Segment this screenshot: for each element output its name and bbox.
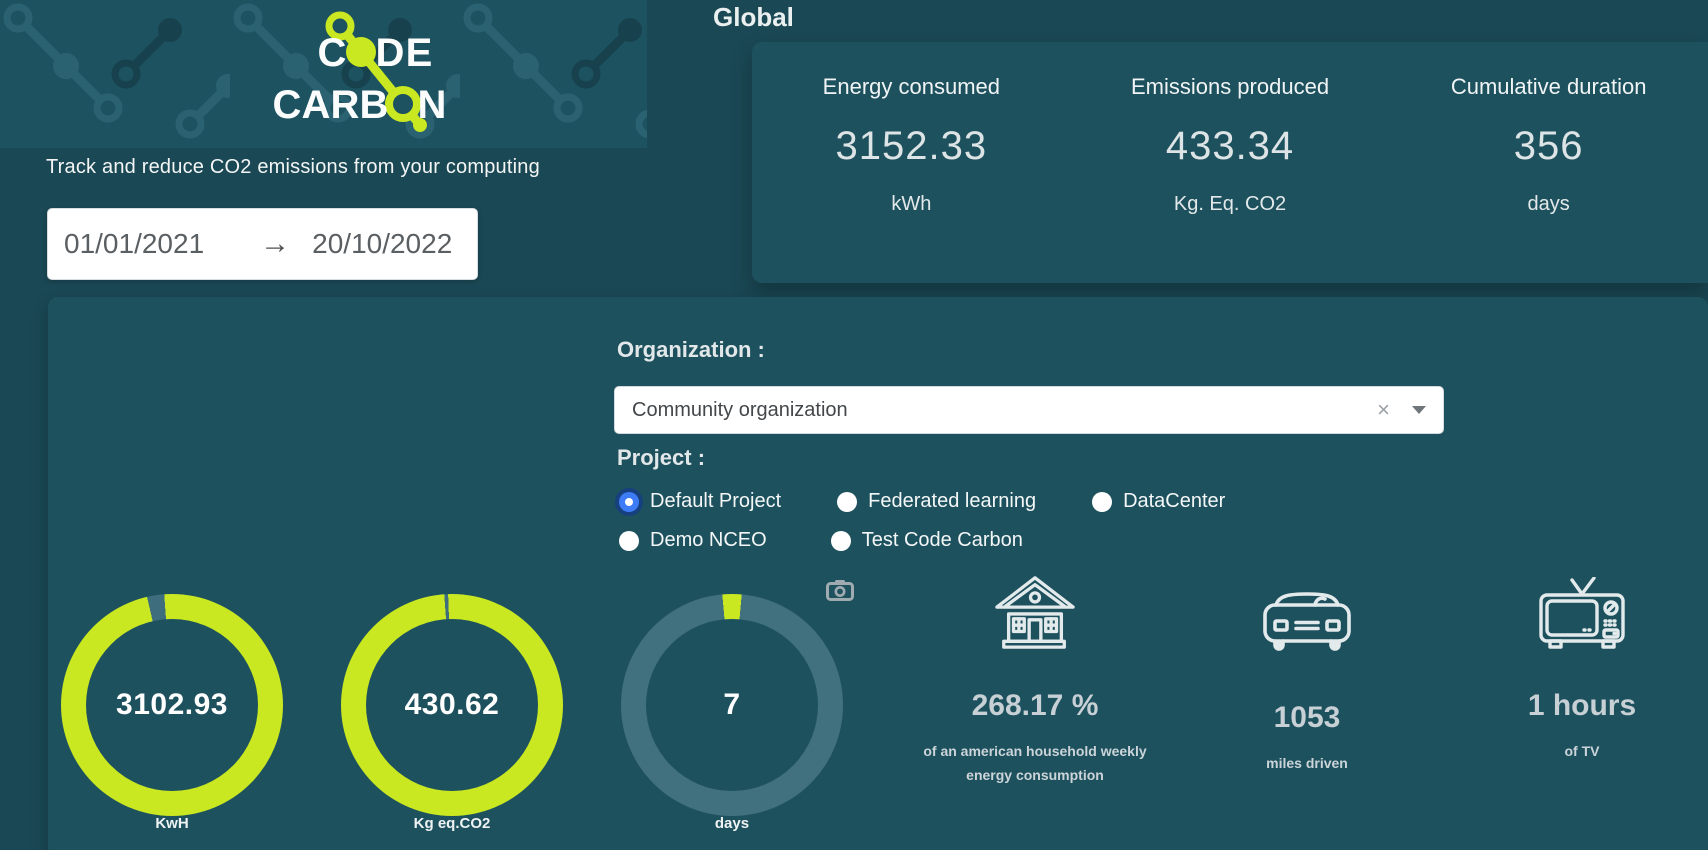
radio-button[interactable] <box>830 530 851 551</box>
global-metrics-card: Energy consumed 3152.33 kWh Emissions pr… <box>752 42 1708 283</box>
donut-gauge-duration: 7 <box>621 594 843 816</box>
radio-button[interactable] <box>619 530 639 551</box>
gauge-value: 3102.93 <box>116 688 228 721</box>
global-section-title: Global <box>713 2 794 32</box>
equivalent-value: 1053 <box>1273 701 1341 734</box>
molecule-pattern-banner <box>0 0 647 148</box>
organization-selected-value: Community organization <box>632 398 848 421</box>
end-date-input[interactable]: 20/10/2022 <box>312 228 453 259</box>
radio-label: DataCenter <box>1123 490 1226 512</box>
radio-datacenter[interactable]: DataCenter <box>1092 490 1225 513</box>
radio-federated-learning[interactable]: Federated learning <box>837 490 1036 513</box>
radio-label: Test Code Carbon <box>861 529 1023 551</box>
equivalent-caption: of an american household weekly energy c… <box>923 743 1147 783</box>
camera-icon[interactable] <box>826 579 854 601</box>
logo-molecule-end-dot <box>413 118 427 132</box>
metric-energy-consumed: Energy consumed 3152.33 kWh <box>752 74 1071 283</box>
donut-gauge-energy: 3102.93 <box>61 594 283 816</box>
metric-label: Energy consumed <box>822 74 1000 99</box>
codecarbon-logo: C DE CARB N <box>273 11 447 132</box>
chevron-down-icon[interactable] <box>1412 406 1426 414</box>
logo-molecule-ring <box>385 86 421 122</box>
radio-test-code-carbon[interactable]: Test Code Carbon <box>830 529 1023 552</box>
radio-demo-nceo[interactable]: Demo NCEO <box>619 529 767 552</box>
radio-label: Default Project <box>650 490 782 512</box>
radio-button[interactable] <box>619 491 639 512</box>
metric-emissions-produced: Emissions produced 433.34 Kg. Eq. CO2 <box>1071 74 1390 283</box>
start-date-input[interactable]: 01/01/2021 <box>64 228 205 259</box>
metric-unit: days <box>1527 193 1570 215</box>
equivalent-value: 268.17 % <box>971 689 1099 722</box>
gauge-value: 430.62 <box>404 688 500 721</box>
equivalent-miles: 1053 miles driven <box>1157 573 1457 775</box>
metric-value: 433.34 <box>1165 124 1295 168</box>
radio-label: Federated learning <box>868 490 1037 512</box>
organization-label: Organization : <box>617 337 765 362</box>
project-label: Project : <box>617 445 706 470</box>
radio-button[interactable] <box>1092 491 1113 512</box>
radio-default-project[interactable]: Default Project <box>619 490 781 513</box>
metric-cumulative-duration: Cumulative duration 356 days <box>1389 74 1708 283</box>
logo-text: C <box>318 31 347 75</box>
house-icon <box>885 573 1185 653</box>
project-radio-row-2: Demo NCEO Test Code Carbon <box>619 529 1023 552</box>
gauge-value: 7 <box>723 688 741 721</box>
metric-label: Emissions produced <box>1130 74 1330 99</box>
project-panel: Organization : Community organization × … <box>48 297 1708 850</box>
logo-molecule-top-ring <box>325 11 355 41</box>
metric-value: 3152.33 <box>835 124 988 168</box>
project-radio-row-1: Default Project Federated learning DataC… <box>619 490 1225 513</box>
organization-select[interactable]: Community organization × <box>614 386 1444 434</box>
date-range-arrow-icon: → <box>260 227 291 260</box>
gauge-unit-label: Kg eq.CO2 <box>413 815 491 832</box>
radio-button[interactable] <box>837 491 858 512</box>
metric-value: 356 <box>1513 124 1584 168</box>
equivalent-caption: of TV <box>1564 743 1600 759</box>
date-range-picker[interactable]: 01/01/2021 → 20/10/2022 <box>47 208 478 280</box>
clear-selection-icon[interactable]: × <box>1377 397 1390 422</box>
donut-gauge-emissions: 430.62 <box>341 594 563 816</box>
logo-text: N <box>418 83 447 127</box>
gauge-unit-label: KwH <box>155 815 189 832</box>
gauge-unit-label: days <box>714 815 750 832</box>
metric-unit: kWh <box>891 193 932 215</box>
logo-text: DE <box>376 31 433 75</box>
radio-label: Demo NCEO <box>650 529 767 551</box>
logo-molecule-dot <box>346 37 376 67</box>
app-tagline: Track and reduce CO2 emissions from your… <box>46 156 540 178</box>
equivalent-value: 1 hours <box>1527 689 1637 722</box>
equivalent-tv: 1 hours of TV <box>1432 573 1708 763</box>
tv-icon <box>1432 573 1708 653</box>
car-icon <box>1157 573 1457 653</box>
metric-label: Cumulative duration <box>1450 74 1647 99</box>
metric-unit: Kg. Eq. CO2 <box>1173 193 1287 215</box>
logo-text: CARB <box>273 83 389 127</box>
equivalent-household: 268.17 % of an american household weekly… <box>885 573 1185 787</box>
equivalent-caption: miles driven <box>1266 755 1348 771</box>
